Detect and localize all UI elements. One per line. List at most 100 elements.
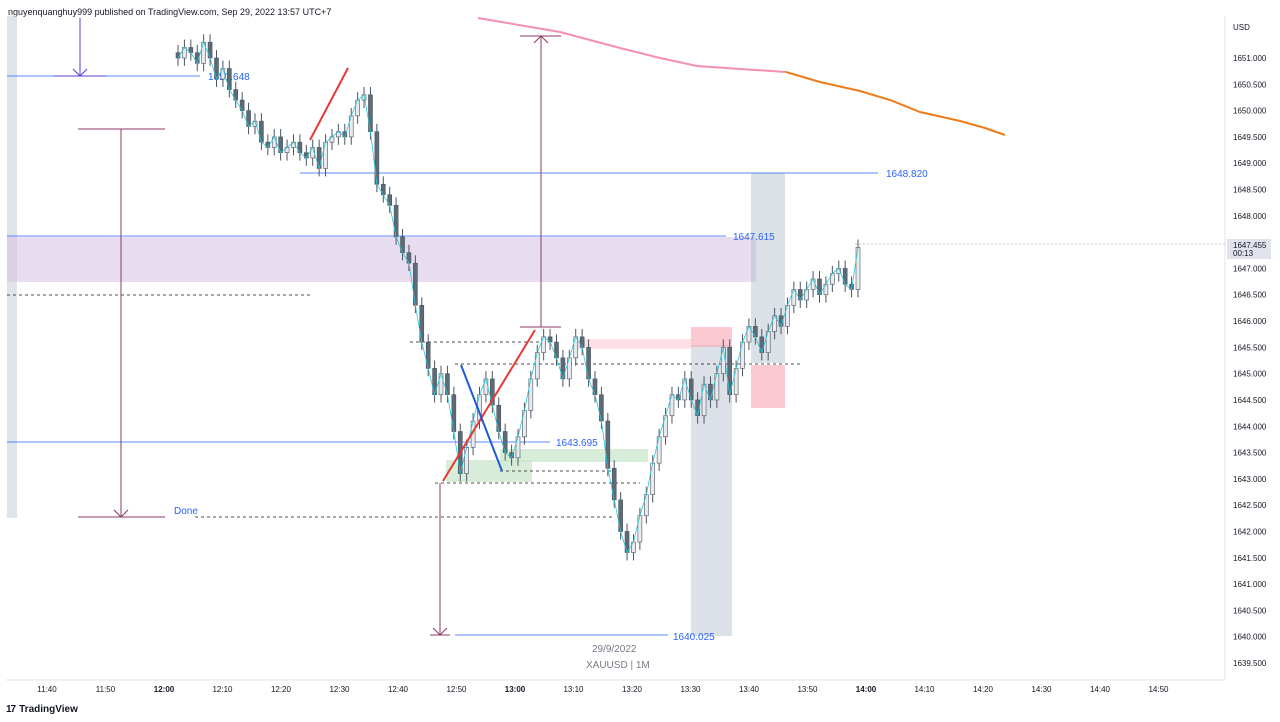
candle-body: [554, 341, 559, 359]
candle-body: [227, 68, 232, 90]
candle-body: [624, 531, 630, 553]
candle-body: [842, 268, 848, 285]
done-label: Done: [174, 506, 198, 517]
candle-body: [855, 247, 861, 290]
price-tick-label: 1644.500: [1233, 396, 1267, 405]
candle-body: [682, 378, 688, 401]
candle-body: [348, 115, 354, 138]
price-tick-label: 1640.500: [1233, 606, 1267, 615]
candle-body: [496, 404, 502, 432]
candle-body: [669, 394, 675, 417]
price-tick-label: 1641.500: [1233, 554, 1267, 563]
candle-body: [733, 368, 739, 395]
candle-body: [599, 394, 604, 422]
candle-body: [592, 378, 598, 395]
red-leg-2[interactable]: [442, 329, 536, 482]
candle-body: [374, 131, 380, 185]
candle-body: [393, 205, 399, 238]
arrow-top-left[interactable]: [54, 18, 106, 77]
candle-body: [567, 357, 572, 380]
price-tick-label: 1650.500: [1233, 80, 1267, 89]
green-zone-2[interactable]: [500, 449, 648, 462]
candle-body: [316, 147, 322, 169]
price-tick-label: 1646.500: [1233, 291, 1267, 300]
time-tick-label: 13:10: [563, 685, 584, 694]
price-tick-label: 1644.000: [1233, 422, 1267, 431]
price-tick-label: 1646.000: [1233, 317, 1267, 326]
red-zone-1[interactable]: [691, 327, 732, 347]
candle-body: [355, 99, 360, 117]
projection-tool-up[interactable]: [520, 35, 561, 328]
pink-zone[interactable]: [578, 339, 691, 349]
candle-body: [611, 468, 617, 501]
time-tick-label: 13:20: [622, 685, 643, 694]
time-tick-label: 14:10: [914, 685, 935, 694]
candle-body: [701, 383, 707, 417]
candle-body: [637, 515, 643, 543]
candle-body: [438, 373, 444, 395]
candle-body: [323, 141, 328, 169]
tradingview-logo-icon: 17: [6, 704, 16, 715]
candle-body: [688, 378, 694, 401]
candle-body: [502, 431, 508, 453]
price-tick-label: 1648.000: [1233, 212, 1267, 221]
candle-body: [663, 415, 668, 438]
time-tick-label: 12:30: [329, 685, 350, 694]
time-axis[interactable]: 11:40 11:50 12:00 12:10 12:20 12:30 12:40 12:50…: [37, 685, 1169, 694]
candle-body: [246, 110, 251, 127]
candle-body: [785, 304, 790, 327]
date-label: 29/9/2022: [592, 644, 637, 655]
supply-zone[interactable]: [7, 237, 756, 282]
candle-body: [740, 341, 745, 369]
time-tick-label: 12:00: [154, 685, 175, 694]
time-tick-label: 14:30: [1031, 685, 1052, 694]
zigzag-line: [177, 41, 859, 554]
candle-body: [541, 336, 546, 353]
blue-leg[interactable]: [460, 364, 503, 472]
currency-label: USD: [1233, 23, 1250, 32]
price-tick-label: 1643.500: [1233, 449, 1267, 458]
price-tick-label: 1651.000: [1233, 54, 1267, 63]
price-axis[interactable]: 1651.000 1650.500 1650.000 1649.500 1649.000…: [1233, 54, 1267, 668]
candle-body: [534, 352, 540, 380]
time-tick-label: 11:40: [37, 685, 57, 694]
price-tick-label: 1647.000: [1233, 264, 1267, 273]
countdown-value: 00:13: [1233, 249, 1254, 258]
candle-body: [278, 136, 283, 153]
candle-body: [708, 383, 713, 401]
candle-body: [765, 331, 771, 353]
price-tick-label: 1641.000: [1233, 580, 1267, 589]
candle-body: [605, 420, 611, 469]
time-tick-label: 14:40: [1090, 685, 1111, 694]
price-tick-label: 1640.000: [1233, 633, 1267, 642]
candle-body: [464, 447, 469, 474]
level-label-1647615: 1647.615: [733, 232, 775, 243]
candle-body: [644, 494, 649, 516]
time-tick-label: 12:40: [388, 685, 409, 694]
time-tick-label: 11:50: [96, 685, 116, 694]
candle-body: [528, 378, 534, 411]
red-leg-1[interactable]: [309, 67, 349, 141]
last-price-value: 1647.455: [1233, 241, 1267, 250]
projection-tool-left[interactable]: [78, 128, 165, 518]
footer-brand: TradingView: [19, 704, 78, 715]
candle-body: [483, 378, 489, 395]
time-tick-label: 12:50: [446, 685, 467, 694]
red-zone-2[interactable]: [751, 365, 785, 408]
candle-body: [560, 357, 566, 380]
time-tick-label: 13:00: [505, 685, 526, 694]
price-tick-label: 1649.000: [1233, 159, 1267, 168]
time-tick-label: 12:10: [212, 685, 233, 694]
price-tick-label: 1642.500: [1233, 501, 1267, 510]
last-price-badge: [1227, 239, 1271, 259]
time-tick-label: 12:20: [271, 685, 292, 694]
level-label-1643695: 1643.695: [556, 438, 598, 449]
price-tick-label: 1643.000: [1233, 475, 1267, 484]
candle-body: [259, 120, 264, 143]
candle-body: [618, 499, 623, 532]
projection-tool-down[interactable]: [430, 483, 450, 636]
candle-body: [214, 57, 219, 80]
level-label-1640025: 1640.025: [673, 632, 715, 643]
candle-body: [759, 336, 765, 353]
